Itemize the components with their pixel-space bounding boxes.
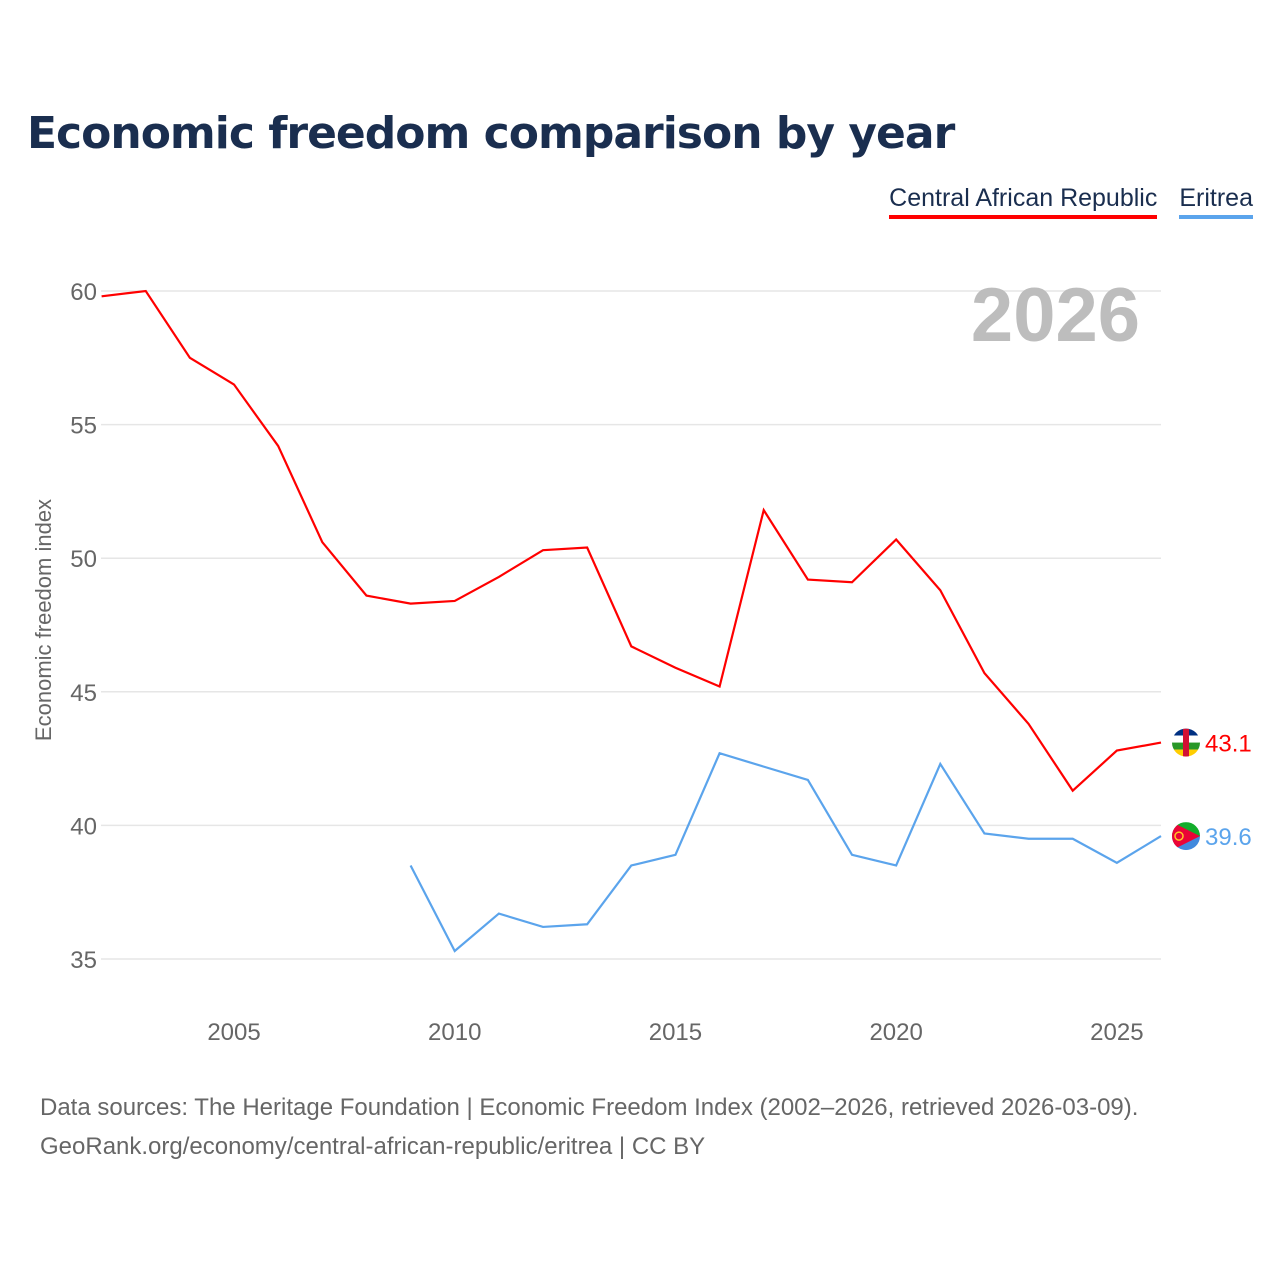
y-tick-label: 60 [70,279,97,306]
eritrea-flag-icon [1172,822,1200,851]
y-tick-label: 50 [70,546,97,573]
y-tick-label: 35 [70,947,97,974]
legend-item-eritrea[interactable]: Eritrea [1179,184,1253,219]
y-tick-label: 45 [70,680,97,707]
x-tick-label: 2025 [1090,1019,1143,1046]
legend: Central African Republic Eritrea [889,184,1253,219]
source-line-1: Data sources: The Heritage Foundation | … [40,1094,1139,1121]
legend-item-car[interactable]: Central African Republic [889,184,1158,219]
x-tick-label: 2015 [649,1019,702,1046]
source-line-2[interactable]: GeoRank.org/economy/central-african-repu… [40,1133,706,1160]
chart-title: Economic freedom comparison by year [27,108,955,159]
x-tick-label: 2010 [428,1019,481,1046]
series-line-eritrea [409,751,1162,953]
end-value-label: 43.1 [1205,731,1252,758]
y-tick-label: 40 [70,813,97,840]
end-value-label: 39.6 [1205,824,1252,851]
year-watermark: 2026 [971,273,1140,358]
y-tick-label: 55 [70,413,97,440]
x-tick-label: 2005 [207,1019,260,1046]
car-flag-icon [1172,728,1200,757]
series-line-car [101,289,1162,793]
source-note: Data sources: The Heritage Foundation | … [40,1088,1138,1166]
y-axis-label: Economic freedom index [31,499,56,741]
x-tick-label: 2020 [869,1019,922,1046]
